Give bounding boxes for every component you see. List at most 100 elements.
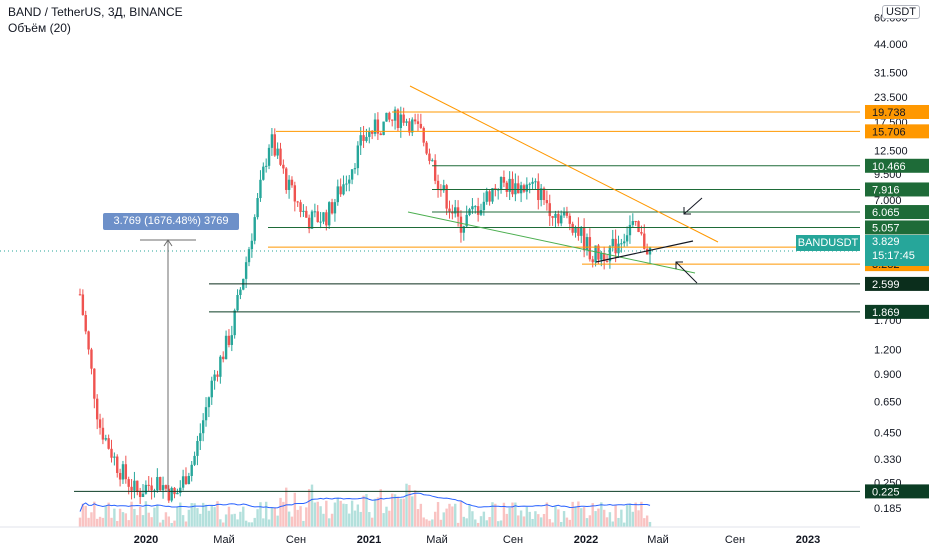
- candle-body: [78, 294, 82, 296]
- candle-body: [333, 202, 337, 214]
- candle-body: [279, 148, 282, 165]
- x-tick-label: 2022: [574, 534, 598, 546]
- candle-body: [525, 184, 529, 192]
- volume-bar: [485, 520, 488, 527]
- candle-body: [402, 114, 405, 123]
- volume-bar: [141, 515, 145, 527]
- volume-bar: [101, 517, 105, 527]
- volume-bar: [551, 522, 554, 527]
- candle-body: [330, 202, 334, 214]
- volume-bar: [113, 508, 116, 527]
- candle-body: [190, 464, 193, 476]
- candle-body: [236, 295, 239, 311]
- volume-bar: [173, 520, 176, 527]
- volume-bar: [505, 513, 508, 527]
- candle-body: [296, 201, 299, 203]
- x-tick-label: 2023: [796, 534, 820, 546]
- volume-bar: [519, 510, 523, 527]
- volume-bar: [230, 514, 234, 527]
- candle-body: [393, 109, 397, 121]
- candle-body: [244, 262, 248, 279]
- volume-bar: [239, 511, 242, 527]
- volume-bar: [382, 513, 385, 527]
- volume-bar: [287, 511, 291, 527]
- candle-body: [299, 202, 302, 212]
- volume-bar: [259, 502, 262, 527]
- candle-body: [204, 407, 208, 421]
- candle-body: [164, 485, 168, 489]
- volume-bar: [267, 519, 271, 527]
- candle-body: [405, 121, 408, 123]
- volume-bar: [78, 517, 82, 527]
- volume-bar: [408, 485, 411, 527]
- volume-bar: [597, 508, 600, 527]
- volume-bar: [233, 513, 236, 527]
- candle-body: [133, 480, 136, 491]
- candle-body: [362, 135, 365, 141]
- candle-body: [585, 237, 589, 251]
- candle-body: [431, 160, 434, 162]
- volume-bar: [219, 519, 222, 527]
- x-tick-label: Май: [426, 534, 448, 546]
- volume-bar: [631, 511, 635, 527]
- candle-body: [356, 145, 360, 169]
- measure-label: 3.769 (1676.48%) 3769: [103, 213, 239, 230]
- candle-body: [565, 212, 569, 216]
- candle-body: [259, 179, 262, 199]
- volume-bar: [605, 517, 609, 527]
- volume-bar: [339, 500, 342, 527]
- price-tag-box: [865, 276, 929, 291]
- candle-body: [353, 168, 357, 170]
- volume-bar: [428, 520, 431, 527]
- volume-bar: [643, 518, 646, 527]
- volume-bar: [491, 502, 494, 527]
- candle-body: [90, 349, 93, 369]
- volume-bar: [118, 508, 122, 527]
- candle-body: [442, 185, 445, 191]
- candle-body: [511, 178, 514, 195]
- price-tag-box: [865, 182, 929, 197]
- volume-bar: [554, 506, 557, 527]
- candle-body: [227, 335, 231, 345]
- volume-legend: Объём (20): [8, 21, 71, 35]
- y-tick-label: 31.500: [874, 67, 908, 79]
- volume-bar: [614, 504, 617, 527]
- volume-bar: [628, 503, 632, 527]
- candle-body: [422, 127, 425, 143]
- volume-bar: [98, 516, 102, 527]
- volume-bar: [373, 498, 377, 527]
- volume-bar: [247, 522, 251, 527]
- volume-bar: [330, 513, 334, 527]
- volume-bar: [456, 522, 460, 527]
- currency-button[interactable]: USDT: [882, 5, 920, 19]
- volume-bar: [442, 512, 445, 527]
- price-tag: 5.057: [865, 220, 929, 235]
- candle-body: [454, 207, 457, 214]
- candle-body: [560, 215, 563, 224]
- volume-bar: [568, 519, 571, 527]
- candle-body: [305, 210, 308, 218]
- volume-bar: [419, 503, 423, 527]
- candle-body: [239, 289, 242, 296]
- volume-bar: [474, 519, 477, 527]
- volume-bar: [365, 494, 368, 527]
- volume-bar: [368, 512, 371, 527]
- candle-body: [118, 472, 122, 480]
- volume-bar: [511, 502, 514, 527]
- candle-body: [445, 185, 448, 209]
- volume-bar: [385, 506, 388, 527]
- volume-bar: [176, 506, 179, 527]
- candle-body: [539, 188, 543, 201]
- candle-body: [285, 168, 288, 190]
- volume-bar: [451, 506, 454, 527]
- volume-bar: [147, 512, 150, 527]
- volume-bar: [562, 511, 566, 527]
- y-tick-label: 0.900: [874, 369, 902, 381]
- volume-bar: [130, 501, 133, 527]
- x-tick-label: Май: [213, 534, 235, 546]
- volume-bar: [425, 519, 428, 527]
- candle-body: [136, 480, 139, 492]
- volume-bar: [439, 519, 443, 527]
- volume-bar: [517, 515, 520, 527]
